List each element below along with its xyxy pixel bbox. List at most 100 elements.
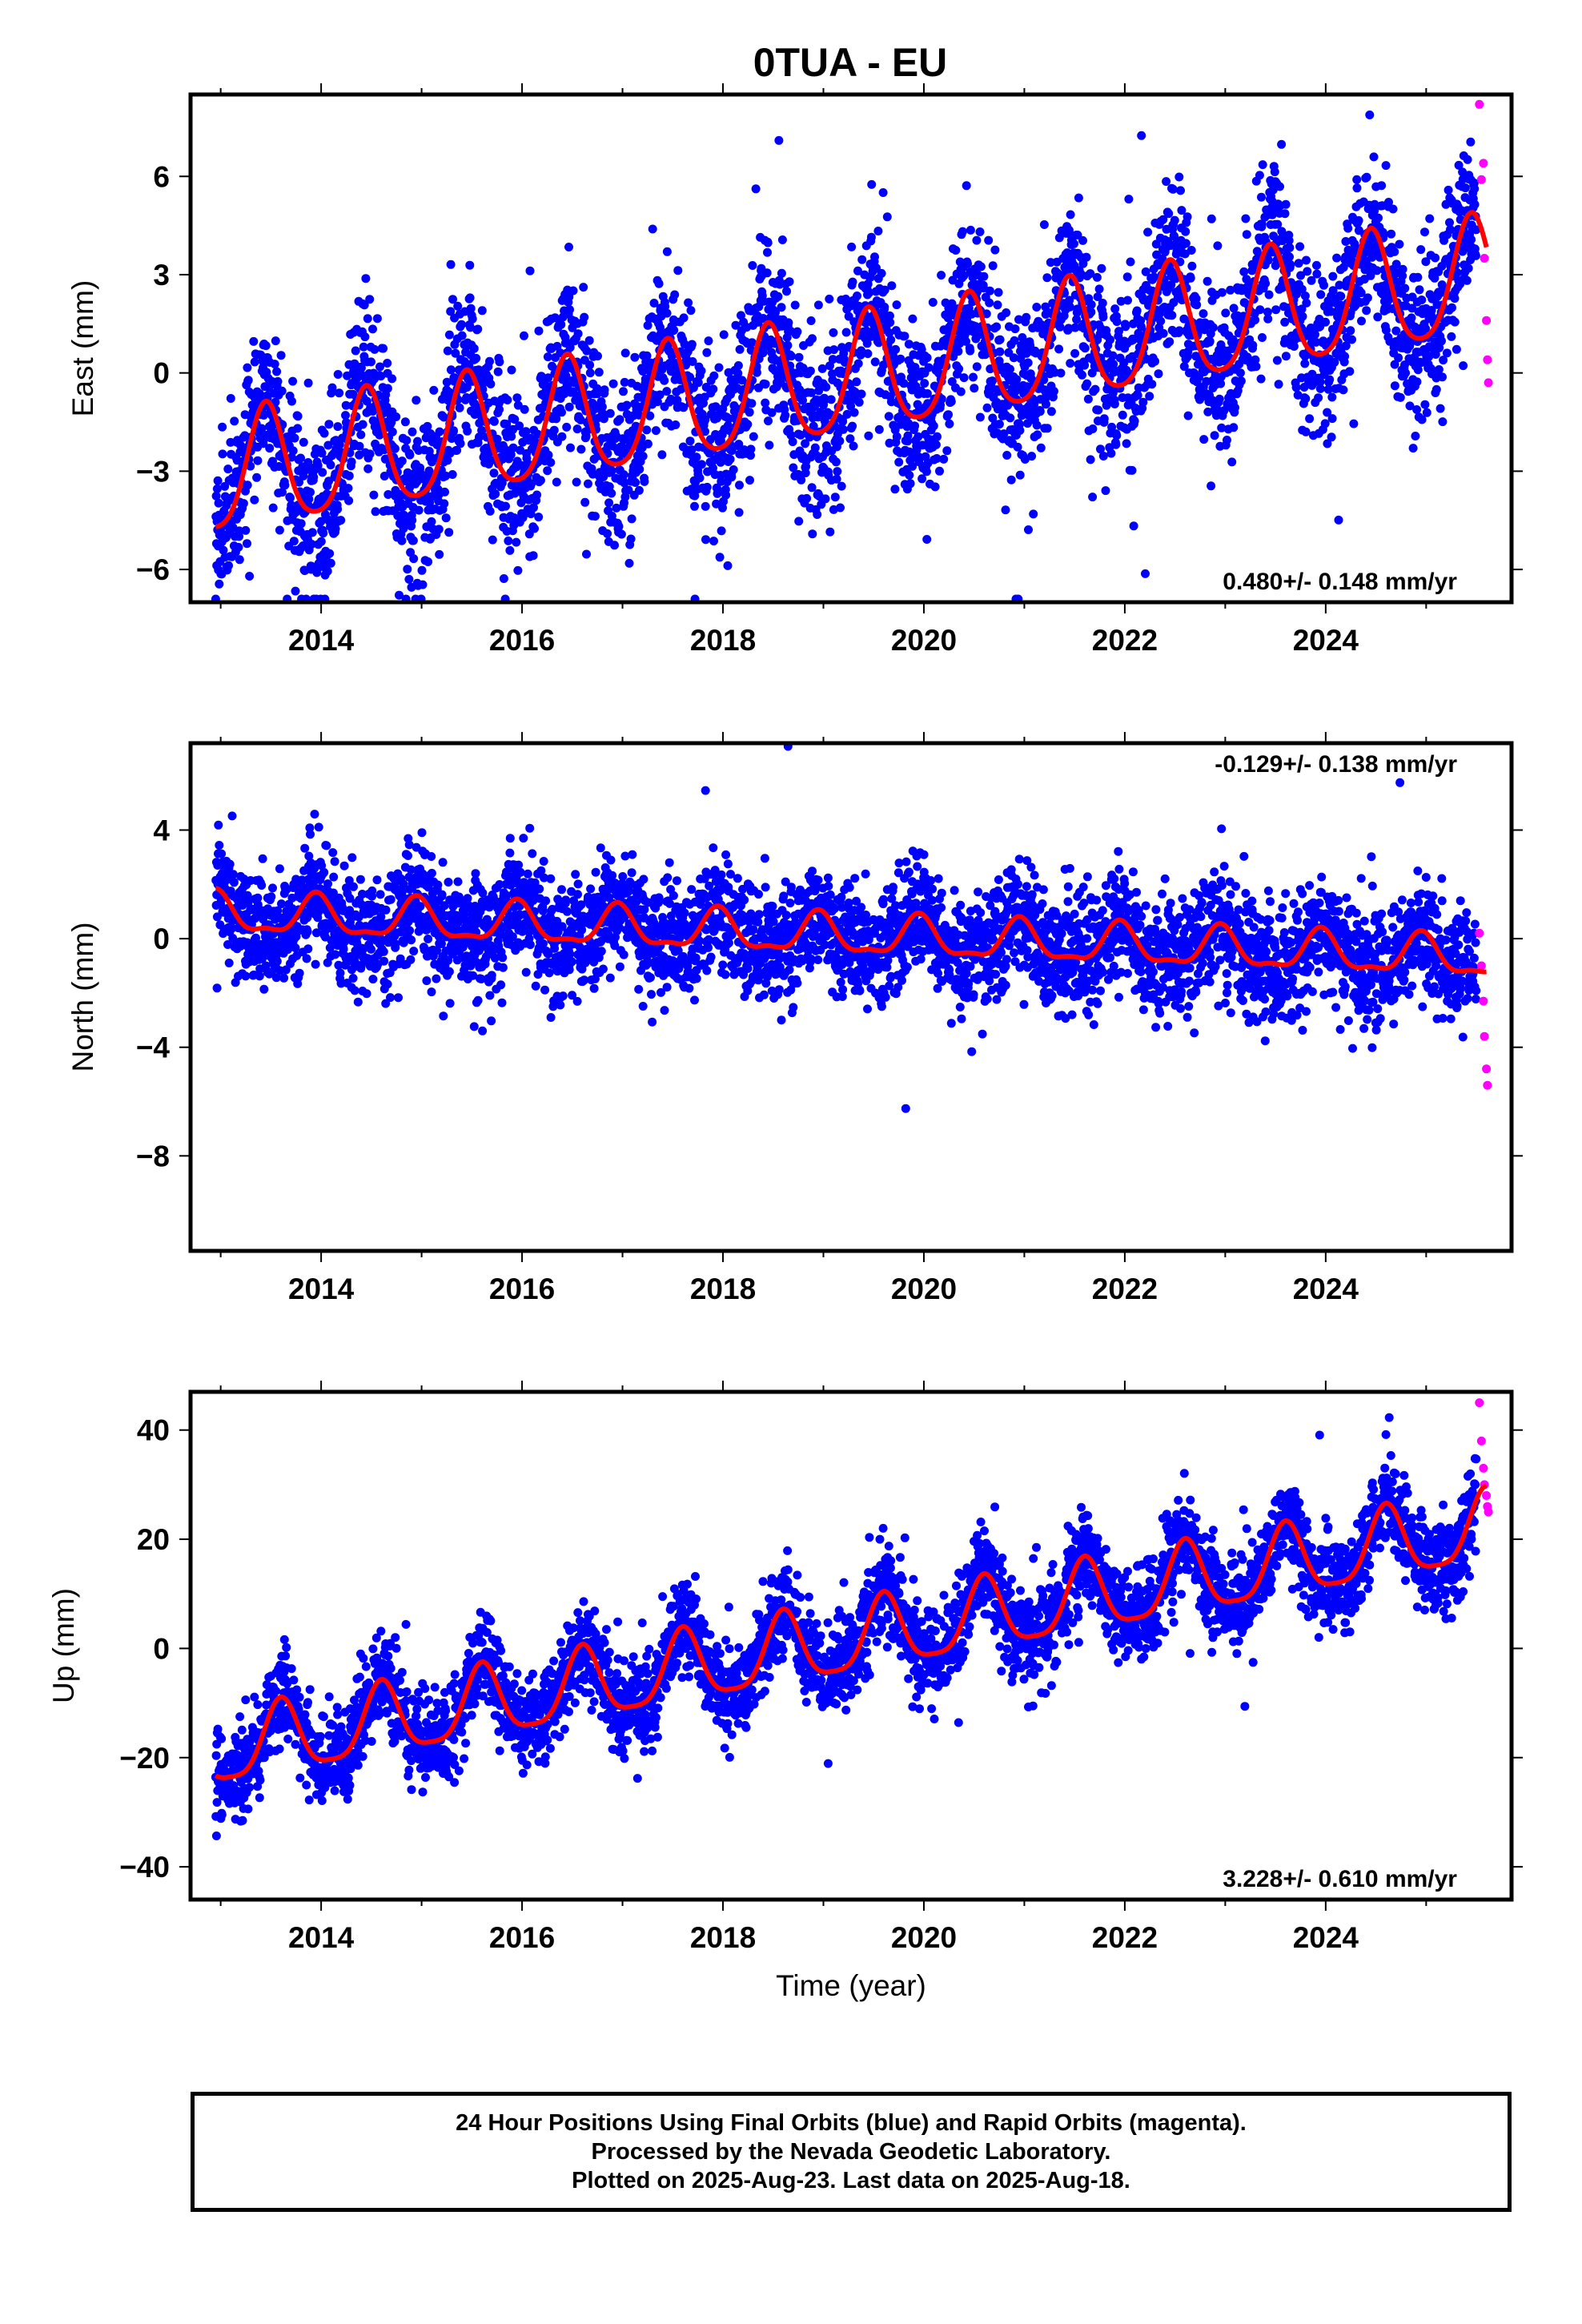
north-final-point	[300, 843, 310, 853]
east-final-point	[1174, 326, 1184, 336]
east-final-point	[642, 425, 652, 435]
east-final-point	[686, 306, 696, 316]
east-final-point	[1369, 152, 1379, 162]
east-final-point	[325, 549, 335, 558]
east-final-point	[1080, 344, 1090, 353]
east-final-point	[747, 399, 757, 408]
east-final-point	[1431, 384, 1441, 394]
north-final-point	[353, 997, 363, 1007]
east-final-point	[469, 344, 479, 353]
east-final-point	[704, 336, 713, 346]
east-final-point	[585, 368, 595, 378]
east-final-point	[1391, 326, 1401, 336]
east-final-point	[857, 255, 867, 264]
north-final-point	[217, 849, 227, 858]
east-final-point	[1464, 263, 1473, 273]
east-final-point	[1363, 293, 1372, 303]
east-final-point	[449, 426, 458, 436]
east-final-point	[1186, 246, 1196, 255]
east-final-point	[323, 440, 333, 450]
east-final-point	[1471, 251, 1480, 260]
east-final-point	[556, 320, 566, 329]
east-final-point	[1303, 267, 1312, 276]
east-final-point	[444, 330, 454, 340]
east-final-point	[1086, 455, 1095, 464]
east-final-point	[1074, 193, 1083, 203]
east-final-point	[966, 346, 975, 356]
east-final-point	[985, 298, 994, 308]
east-final-point	[697, 366, 706, 376]
east-final-point	[451, 348, 460, 358]
east-final-point	[1106, 448, 1116, 458]
east-final-point	[365, 295, 375, 304]
east-final-point	[1023, 358, 1033, 368]
east-final-point	[512, 393, 522, 403]
east-final-point	[604, 498, 614, 508]
east-final-point	[735, 480, 744, 490]
east-final-point	[473, 324, 483, 334]
east-final-point	[1086, 300, 1096, 309]
east-final-point	[988, 261, 998, 271]
east-final-point	[1110, 304, 1120, 314]
east-final-point	[351, 346, 360, 356]
east-final-point	[1221, 308, 1231, 318]
east-final-point	[1111, 440, 1121, 449]
east-final-point	[749, 432, 758, 441]
north-final-point	[367, 886, 377, 895]
east-final-point	[564, 402, 574, 412]
east-final-point	[1118, 410, 1127, 420]
east-final-point	[1042, 273, 1052, 283]
east-final-point	[849, 408, 859, 417]
east-final-point	[250, 357, 259, 367]
east-final-point	[213, 476, 223, 485]
east-final-point	[1398, 264, 1407, 274]
east-final-point	[994, 420, 1004, 429]
east-final-point	[985, 286, 994, 296]
east-final-point	[958, 227, 967, 236]
east-final-point	[781, 411, 790, 420]
east-final-point	[1332, 253, 1342, 263]
east-final-point	[774, 135, 784, 145]
east-final-point	[1098, 452, 1108, 460]
north-final-point	[417, 828, 427, 838]
east-final-point	[289, 537, 299, 546]
east-final-point	[1106, 335, 1114, 344]
east-final-point	[1229, 423, 1239, 432]
east-final-point	[928, 298, 938, 307]
east-final-point	[735, 344, 745, 354]
east-final-point	[885, 318, 895, 328]
east-final-point	[230, 416, 239, 426]
east-final-point	[573, 329, 583, 339]
east-final-point	[1346, 326, 1355, 336]
east-final-point	[616, 529, 626, 539]
east-final-point	[1112, 317, 1122, 327]
east-final-point	[1275, 182, 1284, 191]
east-final-point	[1280, 209, 1290, 219]
east-final-point	[808, 334, 817, 344]
east-final-point	[358, 420, 367, 429]
east-final-point	[400, 417, 410, 427]
east-final-point	[1352, 183, 1362, 193]
east-final-point	[1327, 432, 1336, 442]
east-final-point	[1126, 257, 1135, 267]
east-final-point	[356, 430, 366, 440]
east-final-point	[486, 380, 496, 388]
east-final-point	[1462, 275, 1472, 285]
east-y-tick-label: −3	[136, 455, 170, 488]
east-final-point	[717, 526, 726, 536]
east-final-point	[1143, 227, 1153, 237]
east-final-point	[972, 235, 982, 245]
east-final-point	[610, 541, 619, 550]
east-final-point	[1295, 242, 1305, 251]
east-final-point	[1298, 312, 1307, 321]
north-final-point	[375, 890, 385, 899]
east-final-point	[746, 444, 756, 454]
east-final-point	[1147, 380, 1157, 389]
north-final-point	[372, 875, 382, 885]
east-final-point	[662, 247, 672, 256]
north-final-point	[275, 864, 284, 874]
east-final-point	[1217, 287, 1227, 297]
east-final-point	[369, 490, 379, 500]
east-final-point	[995, 335, 1005, 344]
east-final-point	[605, 408, 615, 418]
